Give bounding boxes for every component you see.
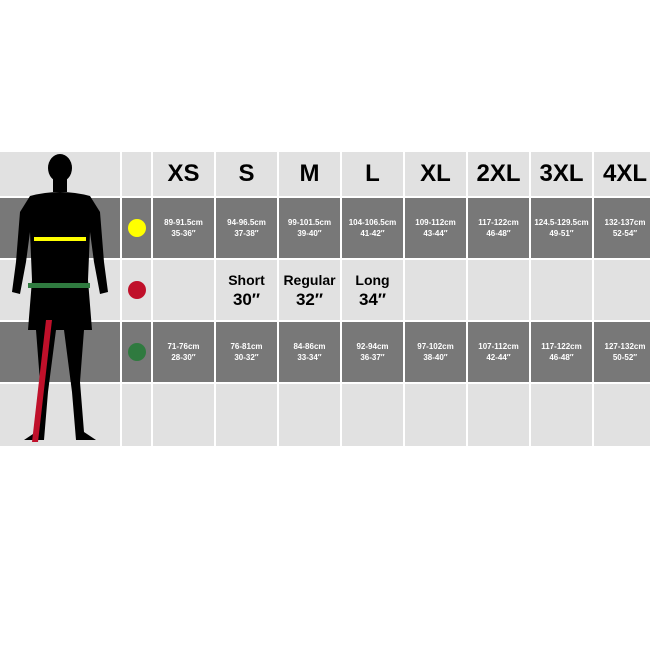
leg-value-secondary: 34″ [358, 290, 387, 309]
size-label: 2XL [476, 160, 521, 187]
waist-value-cell: 117-122cm 46-48″ [531, 322, 592, 382]
chest-value-secondary: 43-44″ [423, 229, 448, 238]
waist-value-primary: 127-132cm [604, 342, 646, 351]
waist-value-cell: 71-76cm 28-30″ [153, 322, 214, 382]
chest-marker-icon [127, 219, 146, 237]
waist-value-secondary: 30-32″ [234, 353, 259, 362]
leg-value-cell [405, 260, 466, 320]
waist-value-cell: 107-112cm 42-44″ [468, 322, 529, 382]
figure-cell [0, 322, 120, 382]
leg-value-primary: Short [228, 272, 265, 288]
chest-value-cell: 109-112cm 43-44″ [405, 198, 466, 258]
chest-value-secondary: 49-51″ [549, 229, 574, 238]
chest-value-primary: 104-106.5cm [348, 218, 397, 227]
waist-value-cell: 97-102cm 38-40″ [405, 322, 466, 382]
waist-value-primary: 117-122cm [541, 342, 582, 351]
leg-marker-cell [122, 260, 151, 320]
waist-value-cell: 76-81cm 30-32″ [216, 322, 277, 382]
leg-value-cell: Long 34″ [342, 260, 403, 320]
waist-value-secondary: 46-48″ [549, 353, 574, 362]
chest-value-cell: 99-101.5cm 39-40″ [279, 198, 340, 258]
chest-value-cell: 124.5-129.5cm 49-51″ [531, 198, 592, 258]
waist-value-primary: 97-102cm [417, 342, 454, 351]
waist-value-secondary: 28-30″ [171, 353, 196, 362]
leg-value-secondary: 30″ [232, 290, 261, 309]
waist-value-primary: 84-86cm [293, 342, 326, 351]
chest-value-primary: 109-112cm [415, 218, 456, 227]
chest-value-secondary: 35-36″ [171, 229, 196, 238]
chest-value-primary: 117-122cm [478, 218, 519, 227]
chest-value-primary: 124.5-129.5cm [534, 218, 589, 227]
leg-value-secondary: 32″ [295, 290, 324, 309]
size-label: S [238, 160, 255, 187]
leg-value-cell [594, 260, 650, 320]
size-header-4xl: 4XL [594, 152, 650, 196]
size-label: XS [167, 160, 200, 187]
figure-cell [0, 384, 120, 446]
marker-cell [122, 384, 151, 446]
chest-value-primary: 99-101.5cm [287, 218, 332, 227]
size-header-2xl: 2XL [468, 152, 529, 196]
leg-value-cell: Short 30″ [216, 260, 277, 320]
chest-marker-cell [122, 198, 151, 258]
chest-value-cell: 89-91.5cm 35-36″ [153, 198, 214, 258]
waist-value-primary: 71-76cm [167, 342, 200, 351]
body-silhouette-icon [12, 154, 108, 442]
size-label: XL [420, 160, 451, 187]
waist-value-secondary: 33-34″ [297, 353, 322, 362]
empty-cell [594, 384, 650, 446]
size-label: 4XL [602, 160, 647, 187]
empty-cell [405, 384, 466, 446]
waist-value-secondary: 38-40″ [423, 353, 448, 362]
waist-value-secondary: 50-52″ [612, 353, 638, 362]
leg-value-primary: Regular [283, 272, 336, 288]
empty-cell [468, 384, 529, 446]
waist-value-cell: 92-94cm 36-37″ [342, 322, 403, 382]
waist-marker-cell [122, 322, 151, 382]
waist-value-primary: 107-112cm [478, 342, 519, 351]
leg-value-cell: Regular 32″ [279, 260, 340, 320]
size-header-s: S [216, 152, 277, 196]
chest-value-secondary: 46-48″ [486, 229, 511, 238]
chest-value-secondary: 39-40″ [297, 229, 322, 238]
leg-marker-icon [127, 281, 146, 299]
size-label: M [299, 160, 320, 187]
chest-value-primary: 132-137cm [604, 218, 646, 227]
leg-value-cell [153, 260, 214, 320]
chest-value-primary: 94-96.5cm [227, 218, 266, 227]
waist-marker-icon [127, 343, 146, 361]
marker-header-cell [122, 152, 151, 196]
chest-value-cell: 94-96.5cm 37-38″ [216, 198, 277, 258]
size-header-xl: XL [405, 152, 466, 196]
chest-value-cell: 132-137cm 52-54″ [594, 198, 650, 258]
size-chart: XS S M L XL 2XL 3XL 4XL 89-91.5cm 35-36″ 94-96.5cm… [0, 152, 650, 446]
waist-value-cell: 84-86cm 33-34″ [279, 322, 340, 382]
chest-value-cell: 104-106.5cm 41-42″ [342, 198, 403, 258]
waist-value-secondary: 42-44″ [486, 353, 511, 362]
waist-value-secondary: 36-37″ [360, 353, 385, 362]
empty-cell [279, 384, 340, 446]
leg-value-cell [468, 260, 529, 320]
chest-value-primary: 89-91.5cm [164, 218, 203, 227]
chest-value-secondary: 52-54″ [612, 229, 638, 238]
size-header-l: L [342, 152, 403, 196]
waist-value-primary: 76-81cm [230, 342, 263, 351]
size-label: L [365, 160, 380, 187]
leg-value-primary: Long [355, 272, 390, 288]
size-header-m: M [279, 152, 340, 196]
empty-cell [216, 384, 277, 446]
size-header-3xl: 3XL [531, 152, 592, 196]
empty-cell [342, 384, 403, 446]
chest-value-secondary: 37-38″ [234, 229, 259, 238]
chest-value-cell: 117-122cm 46-48″ [468, 198, 529, 258]
empty-cell [531, 384, 592, 446]
waist-value-primary: 92-94cm [356, 342, 389, 351]
leg-value-cell [531, 260, 592, 320]
empty-cell [153, 384, 214, 446]
size-header-xs: XS [153, 152, 214, 196]
waist-value-cell: 127-132cm 50-52″ [594, 322, 650, 382]
chest-value-secondary: 41-42″ [360, 229, 385, 238]
size-label: 3XL [539, 160, 584, 187]
